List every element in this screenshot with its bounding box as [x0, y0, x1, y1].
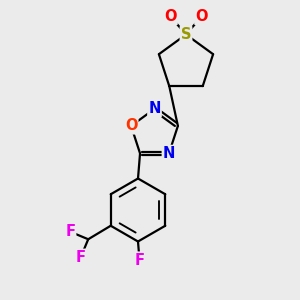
Text: F: F: [76, 250, 86, 265]
Text: O: O: [195, 9, 208, 24]
Text: O: O: [164, 9, 177, 24]
Text: N: N: [148, 101, 161, 116]
Text: F: F: [65, 224, 75, 239]
Text: F: F: [134, 253, 145, 268]
Text: S: S: [181, 27, 191, 42]
Text: N: N: [163, 146, 175, 161]
Text: O: O: [125, 118, 137, 134]
